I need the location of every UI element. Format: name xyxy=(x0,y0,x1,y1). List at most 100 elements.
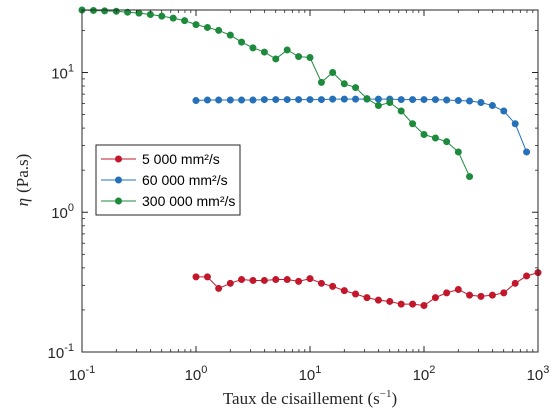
series-1-point xyxy=(260,96,268,104)
x-tick-label: 100 xyxy=(185,364,208,384)
x-tick-label-base: 10 xyxy=(299,367,316,384)
x-tick-label-exponent: 2 xyxy=(429,364,435,376)
legend-label-0: 5 000 mm²/s xyxy=(142,151,220,167)
series-0-point xyxy=(363,294,371,302)
series-1-point xyxy=(397,96,405,104)
series-0-point xyxy=(352,290,360,298)
series-0-point xyxy=(340,287,348,295)
series-0-point xyxy=(329,282,337,290)
series-0-point xyxy=(477,292,485,300)
series-2-point xyxy=(409,120,417,128)
series-1-point xyxy=(317,96,325,104)
series-0-point xyxy=(431,294,439,302)
series-2-point xyxy=(374,102,382,110)
y-tick-label: 100 xyxy=(51,202,74,222)
series-1-point xyxy=(226,96,234,104)
series-layer xyxy=(78,6,542,310)
series-0-point xyxy=(488,291,496,299)
series-1-point xyxy=(352,95,360,103)
series-0-point xyxy=(283,276,291,284)
x-tick-label-base: 10 xyxy=(527,367,544,384)
axis-ticks xyxy=(81,10,539,353)
series-0-point xyxy=(192,273,200,281)
series-2-point xyxy=(397,107,405,115)
series-2-point xyxy=(386,98,394,106)
series-0-point xyxy=(272,276,280,284)
series-2-point xyxy=(124,8,132,16)
x-axis-title-end: ) xyxy=(392,389,398,408)
series-line-1 xyxy=(195,98,528,153)
x-axis-title-main: Taux de cisaillement (s xyxy=(223,389,380,408)
x-tick-label: 103 xyxy=(527,364,550,384)
y-axis-title: η (Pa.s) xyxy=(13,154,32,207)
series-1-point xyxy=(249,96,257,104)
series-1-point xyxy=(488,102,496,110)
series-2-point xyxy=(203,23,211,31)
y-tick-label-base: 10 xyxy=(48,345,65,362)
series-0-point xyxy=(226,279,234,287)
x-tick-label: 102 xyxy=(413,364,436,384)
series-2-point xyxy=(192,21,200,29)
series-0-point xyxy=(386,297,394,305)
series-0-point xyxy=(317,279,325,287)
series-1-point xyxy=(203,96,211,104)
series-2-point xyxy=(272,55,280,63)
legend-label-1: 60 000 mm²/s xyxy=(142,172,228,188)
series-1-point xyxy=(443,96,451,104)
series-2-point xyxy=(329,68,337,76)
series-1-point xyxy=(523,148,531,156)
series-0-point xyxy=(466,291,474,299)
series-1-point xyxy=(192,97,200,105)
series-2-point xyxy=(352,84,360,92)
series-0-point xyxy=(260,276,268,284)
series-1-point xyxy=(431,96,439,104)
series-1-point xyxy=(374,95,382,103)
series-2-point xyxy=(306,54,314,62)
x-tick-label: 10-1 xyxy=(69,364,95,384)
x-axis-title: Taux de cisaillement (s−1) xyxy=(223,388,397,408)
series-0-point xyxy=(295,277,303,285)
series-0-point xyxy=(249,276,257,284)
series-2-point xyxy=(158,12,166,20)
series-0-point xyxy=(409,300,417,308)
series-2-point xyxy=(317,78,325,86)
series-0-point xyxy=(374,296,382,304)
y-tick-label-exponent: -1 xyxy=(64,342,74,354)
series-1-point xyxy=(329,95,337,103)
series-2-point xyxy=(420,131,428,138)
x-tick-label-base: 10 xyxy=(413,367,430,384)
series-2-point xyxy=(226,31,234,39)
series-1-point xyxy=(238,96,246,104)
series-1-point xyxy=(454,97,462,105)
series-1-point xyxy=(215,96,223,104)
series-2-point xyxy=(101,7,109,15)
series-1-point xyxy=(340,95,348,103)
series-2-point xyxy=(283,46,291,54)
series-0-point xyxy=(523,272,531,280)
x-tick-label-exponent: 3 xyxy=(543,364,549,376)
series-2-point xyxy=(295,53,303,61)
x-tick-label: 101 xyxy=(299,364,322,384)
y-tick-label: 10-1 xyxy=(48,342,74,362)
y-tick-label-base: 10 xyxy=(51,205,68,222)
y-tick-label-exponent: 1 xyxy=(68,62,74,74)
x-tick-label-base: 10 xyxy=(69,367,86,384)
y-tick-label-exponent: 0 xyxy=(68,202,74,214)
legend-marker-1 xyxy=(115,176,122,184)
series-2-point xyxy=(466,173,474,181)
series-2-point xyxy=(135,9,143,17)
series-0-point xyxy=(511,279,519,287)
series-1-point xyxy=(500,107,508,115)
series-0-point xyxy=(306,275,314,283)
series-0-point xyxy=(454,286,462,294)
series-0-point xyxy=(215,284,223,292)
series-2-point xyxy=(443,138,451,146)
series-2-point xyxy=(181,17,189,25)
series-1-point xyxy=(477,98,485,106)
series-1-point xyxy=(272,96,280,104)
series-2-point xyxy=(238,38,246,46)
series-0-point xyxy=(443,289,451,297)
x-tick-label-base: 10 xyxy=(185,367,202,384)
series-1-point xyxy=(420,96,428,104)
